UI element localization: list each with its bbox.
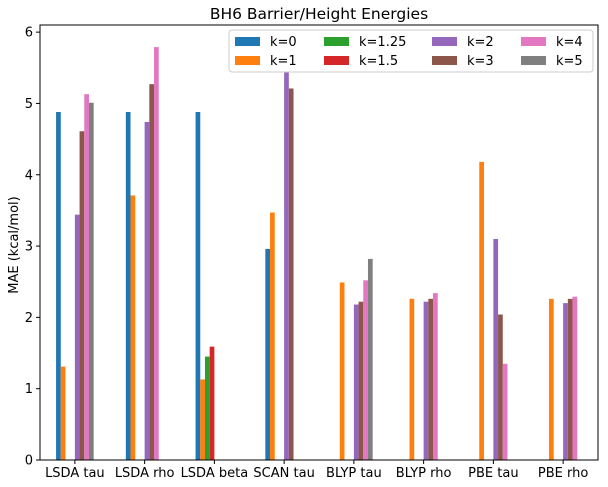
y-tick-label: 0 [25, 454, 33, 469]
bar-k=4-PBE-tau [502, 363, 508, 460]
legend-swatch [324, 56, 349, 65]
bar-k=1-BLYP-rho [409, 298, 415, 460]
x-tick-label: LSDA rho [115, 466, 175, 481]
chart-title: BH6 Barrier/Height Energies [210, 5, 428, 23]
bar-k=1-PBE-tau [479, 161, 484, 460]
x-tick-label: PBE tau [468, 466, 518, 481]
bar-k=2-PBE-rho [563, 303, 568, 460]
x-tick-label: LSDA beta [181, 466, 249, 481]
bar-k=2-PBE-tau [493, 238, 499, 460]
bar-k=1-PBE-rho [549, 298, 554, 460]
bar-k=2-LSDA-tau [74, 214, 80, 460]
bar-k=1-SCAN-tau [270, 212, 275, 460]
bar-k=3-SCAN-tau [288, 88, 294, 460]
legend-label: k=1.5 [359, 54, 398, 69]
legend-swatch [235, 56, 260, 65]
bar-k=3-PBE-rho [567, 298, 573, 460]
x-tick-label: PBE rho [538, 466, 588, 481]
y-tick-label: 6 [25, 26, 33, 41]
bar-k=4-LSDA-rho [154, 47, 159, 460]
bar-k=1.25-LSDA-beta [204, 356, 210, 460]
bar-k=3-BLYP-rho [428, 298, 434, 460]
bar-k=1-LSDA-rho [130, 195, 136, 460]
y-tick-label: 3 [25, 240, 33, 255]
y-tick-label: 1 [25, 382, 33, 397]
legend-swatch [521, 37, 546, 46]
bar-k=3-BLYP-tau [358, 301, 364, 460]
bar-k=3-LSDA-rho [149, 84, 155, 460]
y-ticks: 0 1 2 3 4 5 6 [25, 26, 40, 469]
bar-k=5-LSDA-tau [88, 102, 94, 461]
bar-k=4-BLYP-rho [433, 293, 438, 460]
legend-label: k=5 [556, 54, 583, 69]
plot-frame [39, 24, 599, 461]
bar-k=2-LSDA-rho [144, 121, 150, 460]
bar-k=4-LSDA-tau [84, 94, 89, 461]
y-tick-label: 4 [25, 168, 33, 183]
legend-swatch [432, 56, 457, 65]
legend-swatch [235, 37, 260, 46]
x-ticks: LSDA tau LSDA rho LSDA beta SCAN tau BLYP ta… [45, 460, 588, 481]
bar-k=4-BLYP-tau [363, 280, 368, 460]
x-tick-label: BLYP rho [396, 466, 452, 481]
bar-k=2-SCAN-tau [284, 71, 289, 460]
bar-k=2-BLYP-tau [353, 304, 359, 460]
x-tick-label: SCAN tau [253, 466, 314, 481]
legend-label: k=3 [467, 54, 494, 69]
bar-k=3-PBE-tau [498, 314, 503, 460]
legend-label: k=1.25 [359, 35, 406, 50]
y-tick-label: 5 [25, 97, 33, 112]
bar-k=0-LSDA-tau [56, 112, 61, 460]
bar-k=1-LSDA-tau [60, 366, 66, 460]
bar-k=1-LSDA-beta [200, 379, 205, 460]
bar-k=1.5-LSDA-beta [209, 346, 215, 460]
bar-k=5-BLYP-tau [367, 258, 373, 460]
x-tick-label: BLYP tau [326, 466, 382, 481]
legend-swatch [324, 37, 349, 46]
legend-label: k=2 [467, 35, 494, 50]
y-axis-label: MAE (kcal/mol) [7, 196, 22, 293]
bar-k=4-PBE-rho [572, 296, 578, 460]
bar-k=2-BLYP-rho [423, 301, 429, 460]
bar-k=3-LSDA-tau [79, 131, 85, 461]
bar-k=0-SCAN-tau [265, 248, 271, 460]
legend: k=0 k=1 k=1.25 k=1.5 k=2 k=3 k=4 k=5 [228, 29, 594, 73]
bar-k=0-LSDA-beta [195, 112, 201, 460]
bar-k=1-BLYP-tau [339, 282, 345, 460]
legend-box [228, 29, 594, 73]
legend-swatch [432, 37, 457, 46]
y-tick-label: 2 [25, 311, 33, 326]
bars [56, 47, 578, 461]
x-tick-label: LSDA tau [45, 466, 105, 481]
legend-label: k=4 [556, 35, 583, 50]
legend-label: k=1 [270, 54, 297, 69]
legend-swatch [521, 56, 546, 65]
legend-label: k=0 [270, 35, 297, 50]
bar-k=0-LSDA-rho [125, 112, 131, 460]
